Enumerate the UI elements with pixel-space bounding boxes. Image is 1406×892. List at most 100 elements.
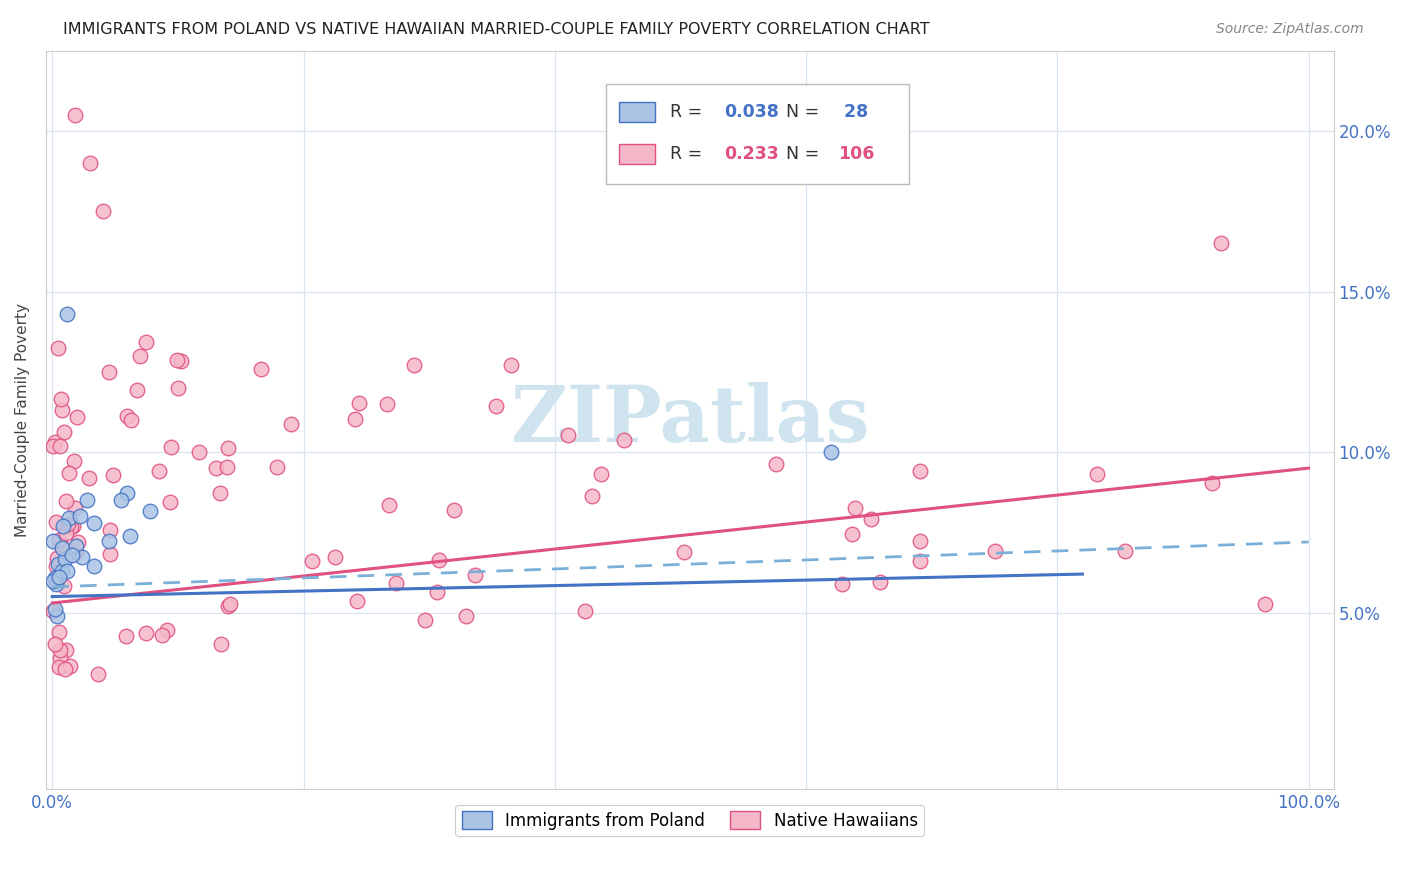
Point bbox=[55, 526, 77, 541]
Point bbox=[841, 526, 863, 541]
Point bbox=[323, 550, 346, 565]
Point bbox=[114, 629, 136, 643]
Point bbox=[65, 544, 87, 558]
Point bbox=[58, 467, 80, 481]
Point bbox=[48, 625, 70, 640]
Point bbox=[46, 608, 69, 623]
Point bbox=[91, 204, 114, 219]
Point bbox=[55, 494, 77, 508]
Point bbox=[72, 549, 94, 564]
Point bbox=[58, 511, 80, 525]
Point bbox=[983, 543, 1005, 558]
Text: N =: N = bbox=[786, 103, 825, 121]
Point bbox=[908, 464, 931, 478]
Point bbox=[41, 574, 63, 589]
Point bbox=[65, 501, 87, 516]
Point bbox=[209, 485, 232, 500]
Point bbox=[344, 411, 367, 425]
Point bbox=[60, 548, 83, 562]
Point bbox=[42, 439, 65, 453]
FancyBboxPatch shape bbox=[619, 144, 655, 164]
Point bbox=[53, 552, 76, 566]
Point bbox=[170, 354, 193, 368]
Point bbox=[83, 516, 105, 530]
Point bbox=[120, 529, 142, 543]
Text: N =: N = bbox=[786, 145, 825, 163]
Point bbox=[69, 509, 91, 524]
Point bbox=[125, 383, 148, 397]
Point bbox=[375, 397, 398, 411]
Text: Source: ZipAtlas.com: Source: ZipAtlas.com bbox=[1216, 22, 1364, 37]
Text: 28: 28 bbox=[838, 103, 868, 121]
Point bbox=[52, 519, 75, 533]
Point bbox=[65, 539, 87, 553]
Text: 0.038: 0.038 bbox=[724, 103, 779, 121]
Point bbox=[44, 571, 66, 585]
Point bbox=[45, 515, 67, 529]
Point bbox=[831, 577, 853, 591]
Point bbox=[98, 547, 121, 561]
Point bbox=[672, 545, 695, 559]
Text: IMMIGRANTS FROM POLAND VS NATIVE HAWAIIAN MARRIED-COUPLE FAMILY POVERTY CORRELAT: IMMIGRANTS FROM POLAND VS NATIVE HAWAIIA… bbox=[63, 22, 929, 37]
Point bbox=[44, 637, 66, 651]
Point bbox=[1114, 543, 1136, 558]
Point bbox=[402, 358, 425, 372]
Point bbox=[51, 538, 73, 552]
Point bbox=[765, 458, 787, 472]
Point bbox=[51, 402, 73, 417]
Point bbox=[120, 412, 142, 426]
Point bbox=[110, 493, 132, 508]
Point bbox=[217, 599, 239, 613]
Point bbox=[869, 575, 891, 590]
Point bbox=[148, 464, 170, 478]
Point bbox=[384, 575, 406, 590]
Point bbox=[499, 358, 522, 372]
Point bbox=[266, 460, 288, 475]
Point bbox=[56, 565, 79, 579]
Point bbox=[56, 517, 79, 532]
Point bbox=[83, 558, 105, 573]
Point bbox=[1085, 467, 1108, 482]
Point bbox=[129, 349, 152, 363]
Point bbox=[425, 585, 447, 599]
Point bbox=[63, 454, 86, 468]
Point bbox=[48, 533, 70, 547]
Point bbox=[844, 501, 866, 516]
Point bbox=[87, 666, 110, 681]
Point bbox=[66, 409, 89, 424]
Point bbox=[63, 108, 86, 122]
Point bbox=[98, 524, 121, 538]
Point bbox=[97, 365, 120, 379]
Point bbox=[218, 597, 240, 611]
Point bbox=[581, 490, 603, 504]
Point bbox=[76, 493, 98, 508]
Point bbox=[115, 486, 138, 500]
Point bbox=[209, 637, 232, 651]
Point bbox=[115, 409, 138, 423]
Point bbox=[454, 608, 477, 623]
Point bbox=[217, 441, 239, 455]
Point bbox=[79, 156, 101, 170]
Point bbox=[49, 643, 72, 657]
Text: R =: R = bbox=[671, 145, 709, 163]
Point bbox=[53, 662, 76, 676]
Point bbox=[42, 604, 65, 618]
Point bbox=[45, 558, 67, 573]
Point bbox=[48, 558, 70, 572]
Legend: Immigrants from Poland, Native Hawaiians: Immigrants from Poland, Native Hawaiians bbox=[456, 805, 924, 837]
Point bbox=[443, 503, 465, 517]
Point bbox=[908, 554, 931, 568]
Point bbox=[56, 307, 79, 321]
Point bbox=[46, 551, 69, 566]
Point bbox=[42, 534, 65, 549]
Point bbox=[160, 440, 183, 454]
Point bbox=[51, 564, 73, 578]
Point bbox=[45, 576, 67, 591]
Text: 106: 106 bbox=[838, 145, 875, 163]
Point bbox=[187, 445, 209, 459]
Point bbox=[204, 461, 226, 475]
Point bbox=[1201, 475, 1223, 490]
Text: 0.233: 0.233 bbox=[724, 145, 779, 163]
Point bbox=[349, 395, 371, 409]
Point bbox=[159, 495, 181, 509]
